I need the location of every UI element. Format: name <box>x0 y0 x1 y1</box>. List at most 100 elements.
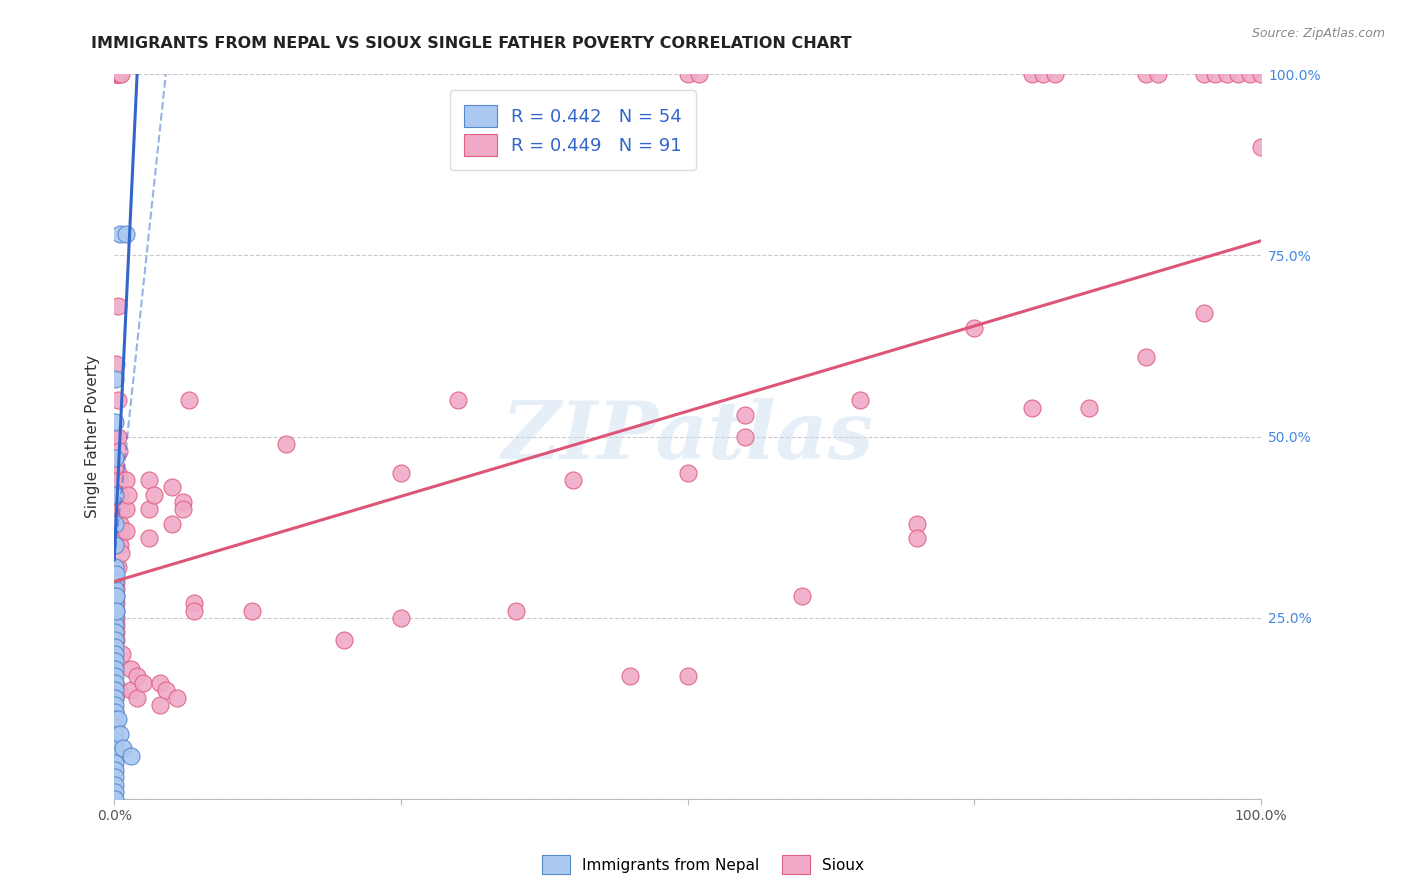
Point <box>1250 139 1272 153</box>
Point <box>183 596 205 610</box>
Point <box>104 785 127 799</box>
Point <box>108 67 131 81</box>
Point <box>104 589 127 603</box>
Point <box>104 415 127 429</box>
Point <box>104 778 127 792</box>
Point <box>108 516 131 531</box>
Point <box>104 625 127 640</box>
Point <box>104 451 127 466</box>
Point <box>104 669 127 683</box>
Point <box>104 611 127 625</box>
Point <box>172 495 194 509</box>
Point <box>107 67 129 81</box>
Point <box>104 487 127 501</box>
Point <box>107 444 129 458</box>
Point <box>172 502 194 516</box>
Point <box>389 611 412 625</box>
Point <box>1078 401 1101 415</box>
Point <box>104 734 127 748</box>
Point <box>562 473 585 487</box>
Point <box>107 487 129 501</box>
Point <box>114 473 136 487</box>
Point <box>105 582 128 596</box>
Point <box>177 393 200 408</box>
Point <box>104 741 127 756</box>
Point <box>107 393 129 408</box>
Point <box>104 763 127 777</box>
Point <box>108 227 131 241</box>
Point <box>107 683 129 698</box>
Point <box>105 429 128 443</box>
Point <box>1043 67 1066 81</box>
Point <box>1021 67 1043 81</box>
Point <box>120 748 142 763</box>
Point <box>127 669 149 683</box>
Point <box>104 640 127 654</box>
Text: Source: ZipAtlas.com: Source: ZipAtlas.com <box>1251 27 1385 40</box>
Point <box>104 516 127 531</box>
Point <box>104 662 127 676</box>
Point <box>104 654 127 668</box>
Point <box>107 67 129 81</box>
Point <box>114 227 136 241</box>
Point <box>160 480 183 494</box>
Point <box>905 531 928 545</box>
Point <box>110 502 132 516</box>
Point <box>107 538 129 552</box>
Point <box>104 647 127 661</box>
Point <box>107 299 129 313</box>
Point <box>104 611 127 625</box>
Point <box>117 487 139 501</box>
Point <box>105 516 128 531</box>
Point <box>104 792 127 806</box>
Point <box>107 516 129 531</box>
Point <box>104 647 127 661</box>
Point <box>104 770 127 784</box>
Point <box>108 487 131 501</box>
Point <box>105 357 128 371</box>
Point <box>105 611 128 625</box>
Point <box>105 596 128 610</box>
Point <box>104 683 127 698</box>
Point <box>1239 67 1261 81</box>
Point <box>155 683 177 698</box>
Point <box>104 632 127 647</box>
Point <box>104 632 127 647</box>
Point <box>107 466 129 480</box>
Legend: Immigrants from Nepal, Sioux: Immigrants from Nepal, Sioux <box>536 849 870 880</box>
Point <box>138 502 160 516</box>
Point <box>107 502 129 516</box>
Point <box>107 429 129 443</box>
Point <box>120 683 142 698</box>
Point <box>111 647 134 661</box>
Point <box>127 690 149 705</box>
Point <box>792 589 814 603</box>
Point <box>905 516 928 531</box>
Point <box>104 603 127 617</box>
Point <box>1192 306 1215 320</box>
Point <box>110 67 132 81</box>
Point <box>160 516 183 531</box>
Point <box>104 589 127 603</box>
Point <box>104 618 127 632</box>
Point <box>104 676 127 690</box>
Point <box>104 574 127 589</box>
Point <box>276 437 298 451</box>
Point <box>240 603 263 617</box>
Point <box>104 676 127 690</box>
Point <box>166 690 188 705</box>
Point <box>676 669 699 683</box>
Point <box>105 538 128 552</box>
Point <box>104 618 127 632</box>
Point <box>105 589 128 603</box>
Point <box>1135 350 1157 364</box>
Point <box>138 531 160 545</box>
Point <box>107 560 129 574</box>
Point <box>104 727 127 741</box>
Point <box>114 524 136 538</box>
Point <box>105 67 128 81</box>
Point <box>107 531 129 545</box>
Point <box>1032 67 1054 81</box>
Point <box>105 603 128 617</box>
Point <box>104 662 127 676</box>
